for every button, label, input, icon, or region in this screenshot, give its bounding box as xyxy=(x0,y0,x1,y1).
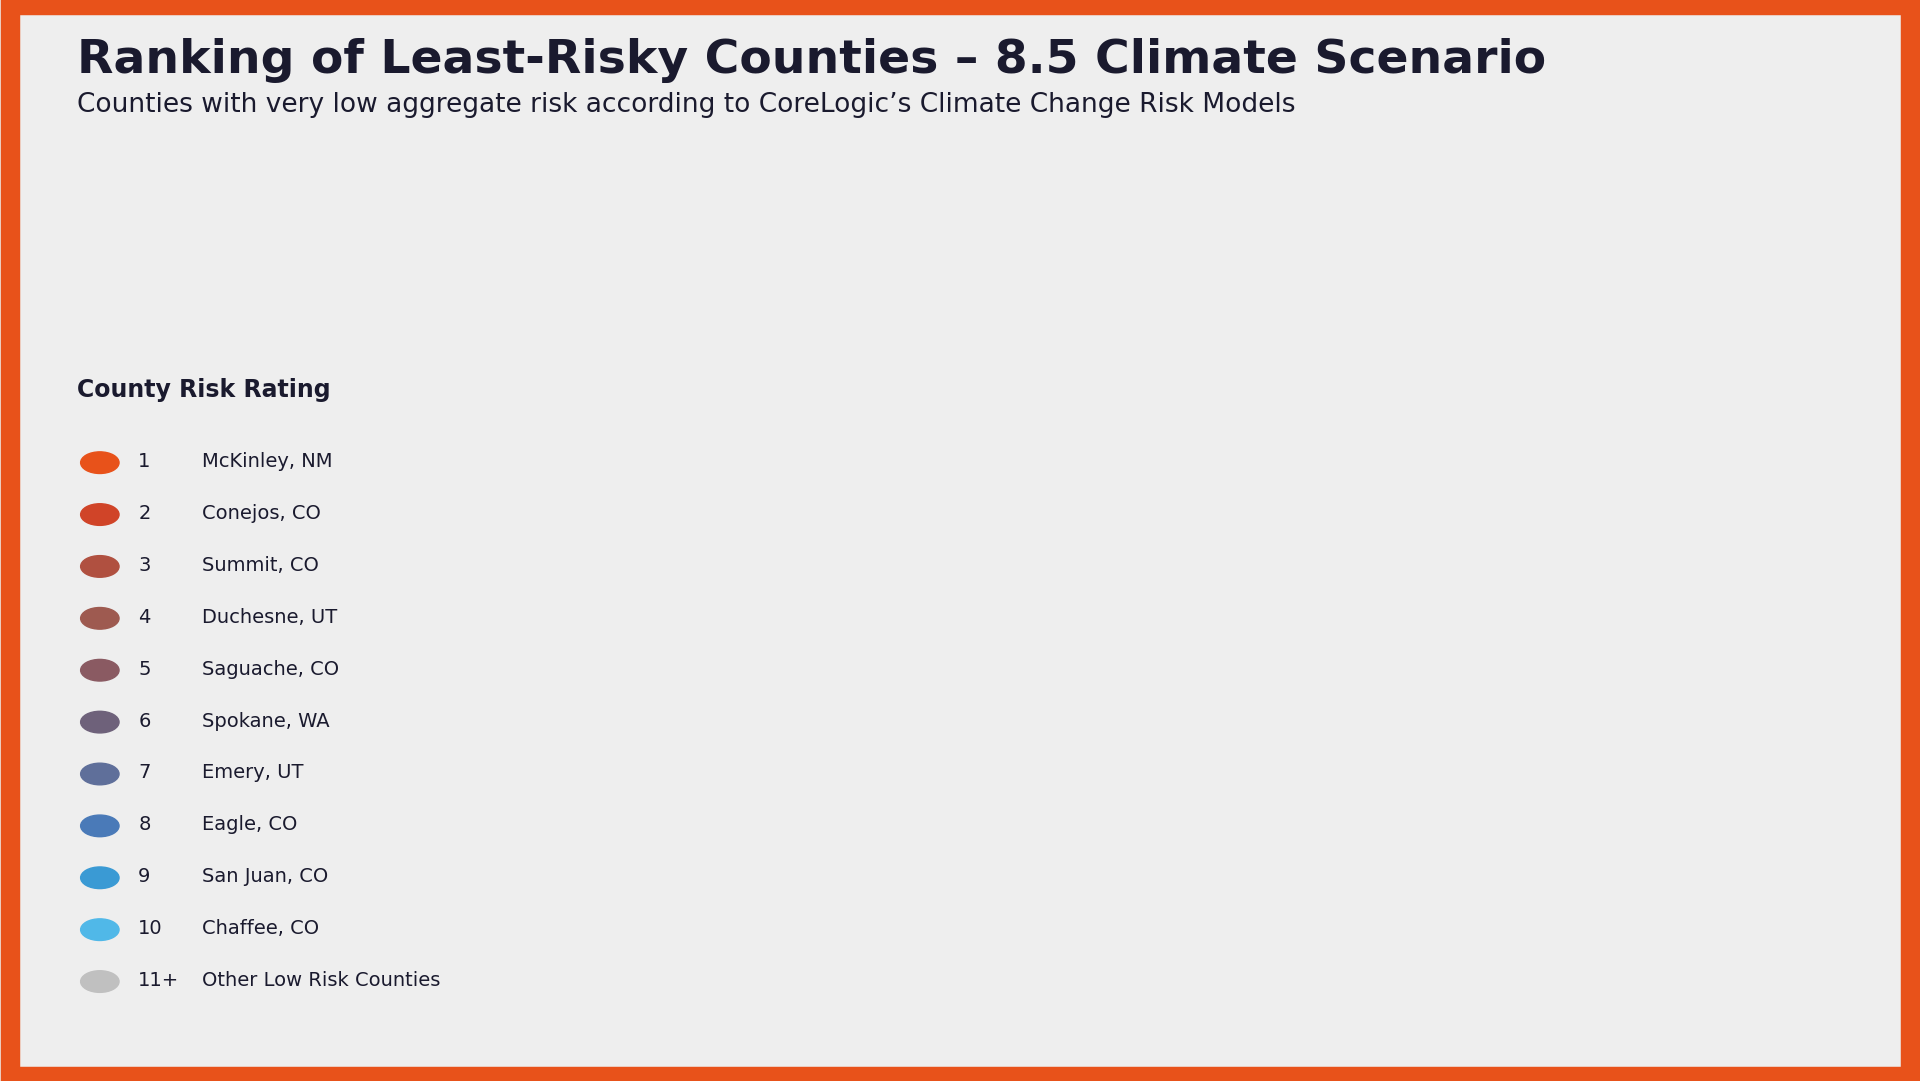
Text: Ranking of Least-Risky Counties – 8.5 Climate Scenario: Ranking of Least-Risky Counties – 8.5 Cl… xyxy=(77,38,1546,83)
Text: McKinley, NM: McKinley, NM xyxy=(202,452,332,471)
Text: 10: 10 xyxy=(138,919,163,938)
Text: Saguache, CO: Saguache, CO xyxy=(202,659,338,679)
Text: 9: 9 xyxy=(138,867,150,886)
Text: Summit, CO: Summit, CO xyxy=(202,556,319,575)
Text: Conejos, CO: Conejos, CO xyxy=(202,504,321,523)
Text: 6: 6 xyxy=(138,711,150,731)
Text: 7: 7 xyxy=(138,763,150,783)
Text: Duchesne, UT: Duchesne, UT xyxy=(202,608,336,627)
Text: Chaffee, CO: Chaffee, CO xyxy=(202,919,319,938)
Text: 3: 3 xyxy=(138,556,150,575)
Text: 4: 4 xyxy=(138,608,150,627)
Text: 11+: 11+ xyxy=(138,971,179,990)
Text: Emery, UT: Emery, UT xyxy=(202,763,303,783)
Text: 2: 2 xyxy=(138,504,150,523)
Text: Counties with very low aggregate risk according to CoreLogic’s Climate Change Ri: Counties with very low aggregate risk ac… xyxy=(77,92,1296,118)
Text: County Risk Rating: County Risk Rating xyxy=(77,378,330,402)
Text: 8: 8 xyxy=(138,815,150,835)
Text: San Juan, CO: San Juan, CO xyxy=(202,867,328,886)
Text: 1: 1 xyxy=(138,452,150,471)
Text: 5: 5 xyxy=(138,659,152,679)
Text: Eagle, CO: Eagle, CO xyxy=(202,815,298,835)
Text: Spokane, WA: Spokane, WA xyxy=(202,711,328,731)
Text: Other Low Risk Counties: Other Low Risk Counties xyxy=(202,971,440,990)
